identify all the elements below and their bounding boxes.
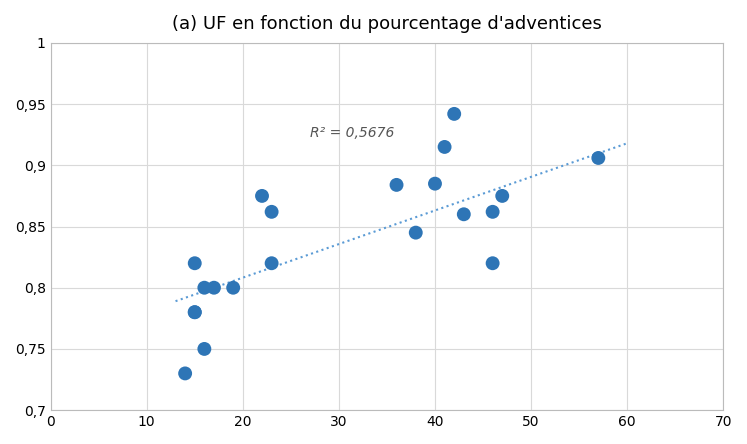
Point (592, 155, 604, 162)
Point (208, 284, 220, 291)
Point (391, 181, 403, 188)
Point (448, 111, 460, 118)
Point (410, 229, 422, 236)
Title: (a) UF en fonction du pourcentage d'adventices: (a) UF en fonction du pourcentage d'adve… (172, 15, 602, 33)
Point (486, 208, 498, 215)
Point (429, 180, 441, 187)
Point (458, 211, 470, 218)
Point (199, 284, 211, 291)
Point (189, 309, 201, 316)
Text: R² = 0,5676: R² = 0,5676 (310, 126, 394, 140)
Point (266, 260, 278, 267)
Point (486, 260, 498, 267)
Point (199, 345, 211, 353)
Point (438, 143, 450, 151)
Point (189, 260, 201, 267)
Point (179, 370, 191, 377)
Point (227, 284, 239, 291)
Point (496, 192, 508, 199)
Point (266, 208, 278, 215)
Point (189, 309, 201, 316)
Point (256, 192, 268, 199)
